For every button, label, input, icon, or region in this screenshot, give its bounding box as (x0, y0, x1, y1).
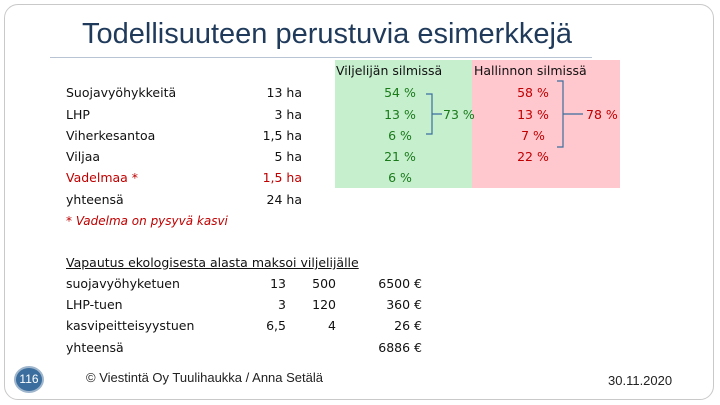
payment-label-1: LHP-tuen (66, 297, 123, 312)
area-name-2: Viherkesantoa (66, 128, 156, 143)
area-ha-4: 1,5 ha (262, 170, 302, 185)
payment-label-2: kasvipeitteisyystuen (66, 318, 195, 333)
area-name-0: Suojavyöhykkeitä (66, 85, 177, 100)
admin-view-header: Hallinnon silmissä (474, 63, 587, 78)
admin-pct-0: 58 % (517, 85, 549, 100)
admin-sum-bracket (555, 80, 585, 148)
farmer-pct-4: 6 % (388, 170, 412, 185)
admin-pct-3: 22 % (517, 149, 549, 164)
payment-ha-0: 13 (270, 276, 286, 291)
payment-total-3: 6886 € (378, 340, 422, 355)
area-name-1: LHP (66, 107, 90, 122)
area-ha-3: 5 ha (274, 149, 302, 164)
payments-heading: Vapautus ekologisesta alasta maksoi vilj… (66, 255, 359, 270)
farmer-pct-1: 13 % (384, 107, 416, 122)
farmer-pct-2: 6 % (388, 128, 412, 143)
payment-rate-2: 4 (328, 318, 336, 333)
farmer-sum-bracket (424, 93, 444, 135)
farmer-pct-3: 21 % (384, 149, 416, 164)
payment-rate-1: 120 (312, 297, 336, 312)
farmer-view-box (335, 60, 472, 188)
farmer-sum: 73 % (443, 107, 475, 122)
payment-label-0: suojavyöhyketuen (66, 276, 180, 291)
admin-pct-1: 13 % (517, 107, 549, 122)
area-ha-1: 3 ha (274, 107, 302, 122)
payment-total-0: 6500 € (378, 276, 422, 291)
admin-sum: 78 % (586, 107, 618, 122)
area-name-3: Viljaa (66, 149, 101, 164)
admin-pct-2: 7 % (521, 128, 545, 143)
farmer-view-header: Viljelijän silmissä (336, 63, 443, 78)
payment-total-1: 360 € (386, 297, 422, 312)
slide-date: 30.11.2020 (608, 373, 673, 388)
page-number: 116 (19, 372, 39, 386)
area-ha-0: 13 ha (266, 85, 302, 100)
slide-title: Todellisuuteen perustuvia esimerkkejä (82, 18, 573, 50)
payment-ha-1: 3 (278, 297, 286, 312)
payment-total-2: 26 € (394, 318, 422, 333)
admin-view-box (472, 60, 620, 188)
area-ha-5: 24 ha (266, 192, 302, 207)
area-name-5: yhteensä (66, 192, 124, 207)
area-name-4: Vadelmaa * (66, 170, 139, 185)
title-divider (50, 57, 592, 58)
footer-credit: © Viestintä Oy Tuulihaukka / Anna Setälä (86, 370, 323, 385)
area-ha-2: 1,5 ha (262, 128, 302, 143)
farmer-pct-0: 54 % (384, 85, 416, 100)
page-number-badge: 116 (14, 366, 44, 393)
slide-frame (4, 4, 714, 400)
payment-ha-2: 6,5 (266, 318, 286, 333)
payment-rate-0: 500 (312, 276, 336, 291)
payment-label-3: yhteensä (66, 340, 124, 355)
area-footnote: * Vadelma on pysyvä kasvi (66, 214, 228, 228)
